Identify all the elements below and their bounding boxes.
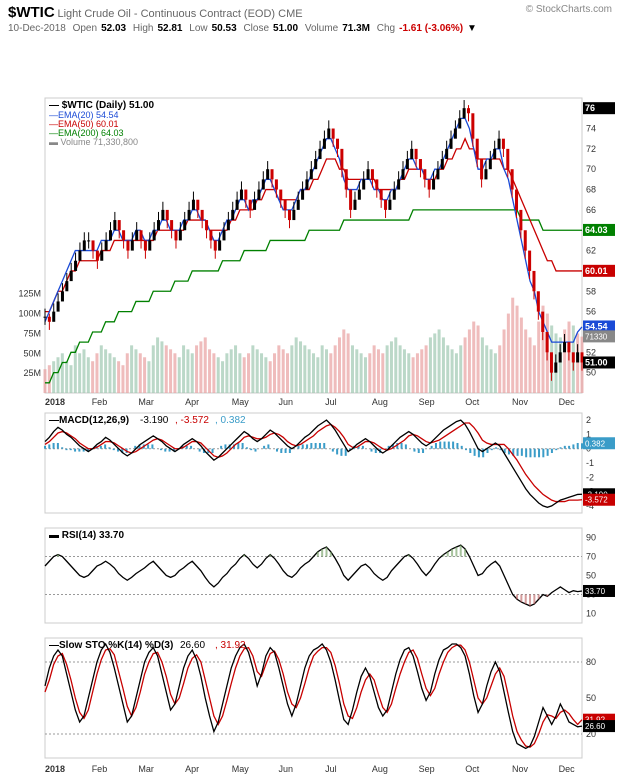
svg-text:Jun: Jun	[278, 764, 293, 774]
svg-text:76: 76	[585, 103, 595, 113]
stock-chart: 505254565860626466687072747625M50M75M100…	[0, 38, 620, 778]
svg-text:70: 70	[586, 164, 596, 174]
close-value: 51.00	[273, 23, 298, 34]
svg-text:60.01: 60.01	[585, 266, 608, 276]
svg-text:Jul: Jul	[325, 397, 337, 407]
svg-text:74: 74	[586, 124, 596, 134]
svg-text:-1: -1	[586, 458, 594, 468]
svg-text:-2: -2	[586, 472, 594, 482]
svg-text:Sep: Sep	[419, 764, 435, 774]
svg-text:Mar: Mar	[138, 764, 154, 774]
svg-text:Oct: Oct	[465, 397, 480, 407]
svg-text:125M: 125M	[18, 289, 41, 299]
svg-text:10: 10	[586, 609, 596, 619]
svg-text:52: 52	[586, 347, 596, 357]
symbol-description: Light Crude Oil - Continuous Contract (E…	[57, 8, 302, 20]
svg-text:—Slow STO %K(14) %D(3): —Slow STO %K(14) %D(3)	[49, 640, 173, 651]
svg-text:Aug: Aug	[372, 397, 388, 407]
svg-text:33.70: 33.70	[585, 587, 606, 596]
svg-text:72: 72	[586, 144, 596, 154]
svg-text:50: 50	[586, 368, 596, 378]
volume-value: 71.3M	[342, 23, 370, 34]
svg-text:25M: 25M	[23, 368, 41, 378]
svg-text:, 31.92: , 31.92	[215, 640, 246, 651]
svg-text:80: 80	[586, 657, 596, 667]
svg-text:Apr: Apr	[185, 397, 199, 407]
svg-text:2018: 2018	[45, 764, 65, 774]
svg-text:70: 70	[586, 552, 596, 562]
svg-text:Feb: Feb	[92, 764, 108, 774]
svg-text:56: 56	[586, 307, 596, 317]
svg-text:0.382: 0.382	[585, 439, 606, 448]
ohlc-row: 10-Dec-2018 Open52.03 High52.81 Low50.53…	[0, 23, 620, 38]
svg-text:-3.572: -3.572	[585, 496, 608, 505]
svg-text:Oct: Oct	[465, 764, 480, 774]
svg-text:2: 2	[586, 415, 591, 425]
svg-text:62: 62	[586, 246, 596, 256]
svg-text:May: May	[232, 397, 250, 407]
svg-text:▬ Volume 71,330,800: ▬ Volume 71,330,800	[49, 137, 138, 147]
svg-text:Feb: Feb	[92, 397, 108, 407]
high-value: 52.81	[157, 23, 182, 34]
svg-text:Nov: Nov	[512, 764, 529, 774]
svg-text:Jul: Jul	[325, 764, 337, 774]
svg-text:Aug: Aug	[372, 764, 388, 774]
svg-text:66: 66	[586, 205, 596, 215]
svg-text:75M: 75M	[23, 328, 41, 338]
symbol: $WTIC	[8, 4, 55, 21]
svg-text:Sep: Sep	[419, 397, 435, 407]
svg-text:2018: 2018	[45, 397, 65, 407]
svg-text:64.03: 64.03	[585, 225, 608, 235]
svg-text:-3.190: -3.190	[140, 415, 169, 426]
svg-text:Mar: Mar	[138, 397, 154, 407]
change-value: -1.61 (-3.06%)	[399, 23, 463, 34]
watermark: © StockCharts.com	[526, 4, 612, 15]
svg-text:50: 50	[586, 571, 596, 581]
low-value: 50.53	[212, 23, 237, 34]
svg-text:68: 68	[586, 185, 596, 195]
svg-text:May: May	[232, 764, 250, 774]
svg-text:50M: 50M	[23, 348, 41, 358]
svg-text:Dec: Dec	[559, 397, 576, 407]
open-value: 52.03	[101, 23, 126, 34]
svg-text:50: 50	[586, 693, 596, 703]
svg-text:26.60: 26.60	[585, 722, 606, 731]
svg-text:Dec: Dec	[559, 764, 576, 774]
svg-text:90: 90	[586, 533, 596, 543]
svg-text:58: 58	[586, 286, 596, 296]
svg-text:54.54: 54.54	[585, 321, 608, 331]
svg-text:71330: 71330	[585, 332, 608, 341]
date: 10-Dec-2018	[8, 23, 66, 34]
svg-text:—MACD(12,26,9): —MACD(12,26,9)	[49, 415, 129, 426]
svg-text:Nov: Nov	[512, 397, 529, 407]
svg-text:Jun: Jun	[278, 397, 293, 407]
svg-text:, 0.382: , 0.382	[215, 415, 246, 426]
svg-text:Apr: Apr	[185, 764, 199, 774]
svg-text:▬ RSI(14) 33.70: ▬ RSI(14) 33.70	[49, 530, 124, 541]
svg-text:51.00: 51.00	[585, 357, 608, 367]
svg-text:26.60: 26.60	[180, 640, 205, 651]
svg-text:, -3.572: , -3.572	[175, 415, 209, 426]
svg-text:100M: 100M	[18, 309, 41, 319]
